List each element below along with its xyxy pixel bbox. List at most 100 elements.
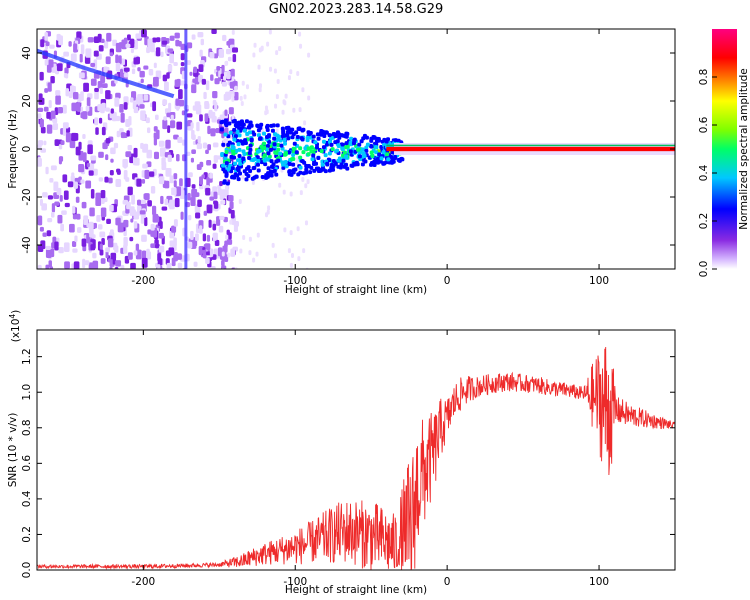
heatmap-cell [221,81,227,87]
snr-y-tick-label: 0.4 [21,490,33,507]
heatmap-cell [237,154,242,159]
heatmap-cell [262,153,267,158]
heatmap-cell [164,180,170,189]
heatmap-cell [203,91,207,100]
snr-x-tick-label: 100 [589,576,609,588]
heatmap-cell [143,193,149,200]
heatmap-cell [96,215,101,222]
heatmap-cell [361,136,366,141]
heatmap-cell [301,150,306,155]
snr-axes-frame [36,329,676,571]
heatmap-cell [212,186,218,193]
heatmap-cell [226,70,231,80]
heatmap-cell [94,117,99,126]
heatmap-cell [164,81,169,91]
heatmap-cell [148,68,154,76]
heatmap-cell [341,153,346,158]
heatmap-cell [219,127,224,132]
heatmap-cell [331,167,336,172]
heatmap-cell [264,175,269,180]
heatmap-cell [88,262,94,269]
heatmap-cell [319,129,324,134]
heatmap-cell [306,179,310,185]
heatmap-cell [231,76,235,82]
heatmap-cell [143,94,149,101]
heatmap-cell [336,158,341,163]
heatmap-cell [339,162,344,167]
heatmap-cell [374,150,379,155]
heatmap-cell [283,141,288,146]
heatmap-cell [84,260,90,266]
heatmap-cell [52,123,59,130]
heatmap-cell [161,268,166,269]
heatmap-cell [169,35,175,41]
heatmap-cell [229,81,236,87]
heatmap-cell [179,99,185,107]
heatmap-cell [109,169,114,176]
heatmap-cell [237,126,242,131]
heatmap-cell [268,147,273,152]
heatmap-cell [305,267,309,269]
heatmap-cell [168,247,175,256]
heatmap-cell [265,144,270,149]
heatmap-x-tick-label: 100 [589,275,609,287]
heatmap-cell [269,66,273,72]
heatmap-cell [180,53,185,61]
heatmap-cell [227,56,232,62]
heatmap-cell [223,156,228,161]
heatmap-cell [58,35,63,46]
heatmap-cell [248,236,252,242]
heatmap-cell [162,119,168,130]
heatmap-cell [207,144,211,151]
heatmap-cell [255,155,260,160]
heatmap-cell [298,165,303,170]
heatmap-cell [221,163,226,168]
heatmap-cell [101,83,108,89]
heatmap-cell [233,134,238,139]
heatmap-cell [116,169,121,175]
heatmap-cell [146,149,152,159]
heatmap-cell [258,87,262,93]
heatmap-cell [132,156,137,166]
heatmap-cell [140,199,147,205]
heatmap-cell [174,32,180,39]
heatmap-x-tick-label: 0 [444,275,451,287]
colorbar-label: Normalized spectral amplitude [738,68,750,229]
heatmap-cell [82,152,87,163]
heatmap-cell [147,200,152,207]
heatmap-cell [212,233,217,241]
heatmap-cell [122,199,129,205]
heatmap-cell [93,50,99,57]
heatmap-cell [255,162,260,167]
heatmap-cell [336,132,341,137]
heatmap-cell [122,159,128,168]
heatmap-cell [97,33,102,43]
heatmap-cell [137,94,143,104]
heatmap-cell [278,46,282,52]
heatmap-cell [145,117,150,124]
heatmap-cell [212,91,218,99]
heatmap-cell [325,161,330,166]
heatmap-cell [331,131,336,136]
heatmap-cell [224,161,229,166]
heatmap-cell [47,195,54,200]
heatmap-cell [95,127,99,135]
heatmap-cell [299,43,303,49]
heatmap-cell [133,250,138,256]
heatmap-cell [164,198,169,206]
heatmap-cell [289,230,293,236]
heatmap-cell [194,80,200,85]
heatmap-cell [241,80,245,86]
heatmap-cell [62,122,69,129]
snr-x-axis-label: Height of straight line (km) [285,584,427,596]
heatmap-cell [37,264,42,269]
heatmap-cell [339,142,344,147]
heatmap-cell [99,249,104,256]
heatmap-cell [92,252,97,259]
heatmap-cell [87,37,94,43]
heatmap-cell [283,159,288,164]
heatmap-cell [247,155,252,160]
heatmap-cell [232,54,237,63]
heatmap-cell [48,59,54,68]
